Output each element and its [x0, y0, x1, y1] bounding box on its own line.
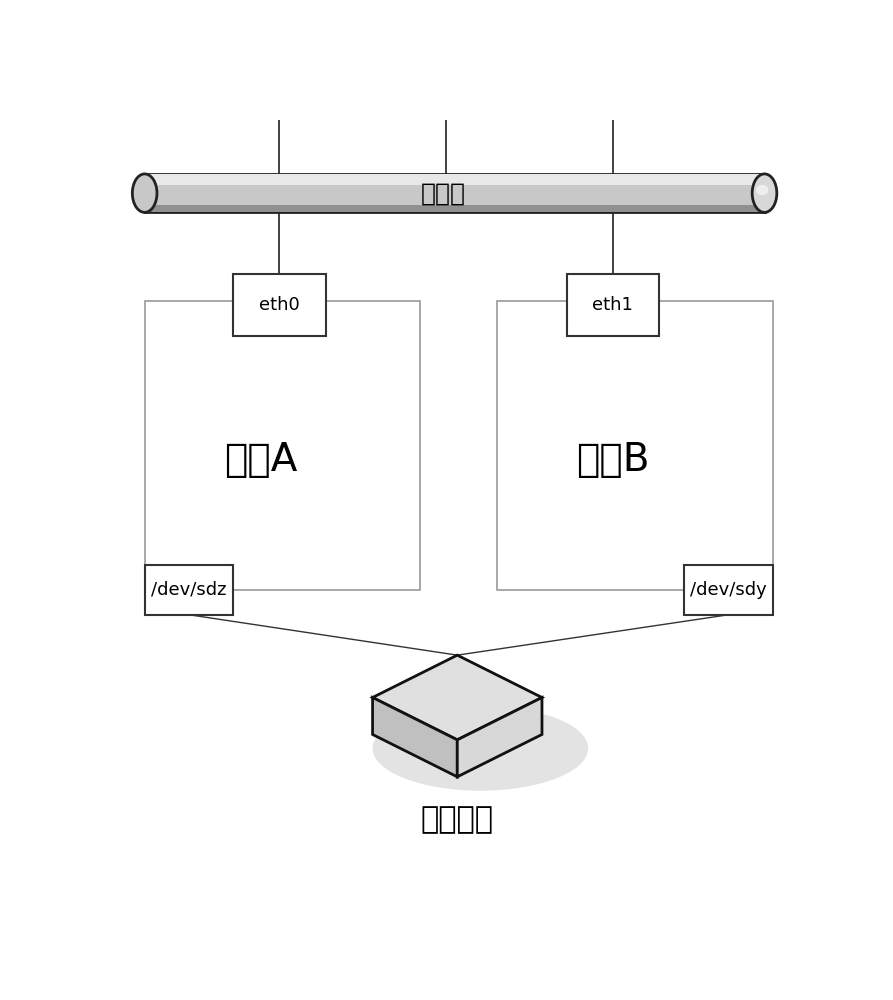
Text: 共享磁盘: 共享磁盘: [421, 805, 494, 834]
Text: eth1: eth1: [592, 296, 633, 314]
Text: /dev/sdy: /dev/sdy: [690, 581, 767, 599]
Text: 以太网: 以太网: [421, 181, 465, 205]
Text: /dev/sdz: /dev/sdz: [151, 581, 227, 599]
Ellipse shape: [132, 174, 157, 212]
Bar: [567, 274, 659, 336]
Bar: [497, 301, 773, 590]
Bar: [233, 274, 326, 336]
Polygon shape: [372, 698, 457, 777]
Ellipse shape: [756, 185, 768, 195]
Bar: [145, 301, 421, 590]
Bar: [145, 205, 764, 212]
Bar: [145, 565, 233, 615]
Text: 节点B: 节点B: [576, 441, 650, 479]
Ellipse shape: [752, 174, 777, 212]
Bar: [145, 174, 764, 185]
Polygon shape: [457, 698, 542, 777]
Text: 节点A: 节点A: [224, 441, 297, 479]
Ellipse shape: [372, 706, 588, 791]
Bar: [145, 174, 764, 212]
Bar: [684, 565, 773, 615]
Text: eth0: eth0: [259, 296, 300, 314]
Polygon shape: [372, 655, 542, 740]
